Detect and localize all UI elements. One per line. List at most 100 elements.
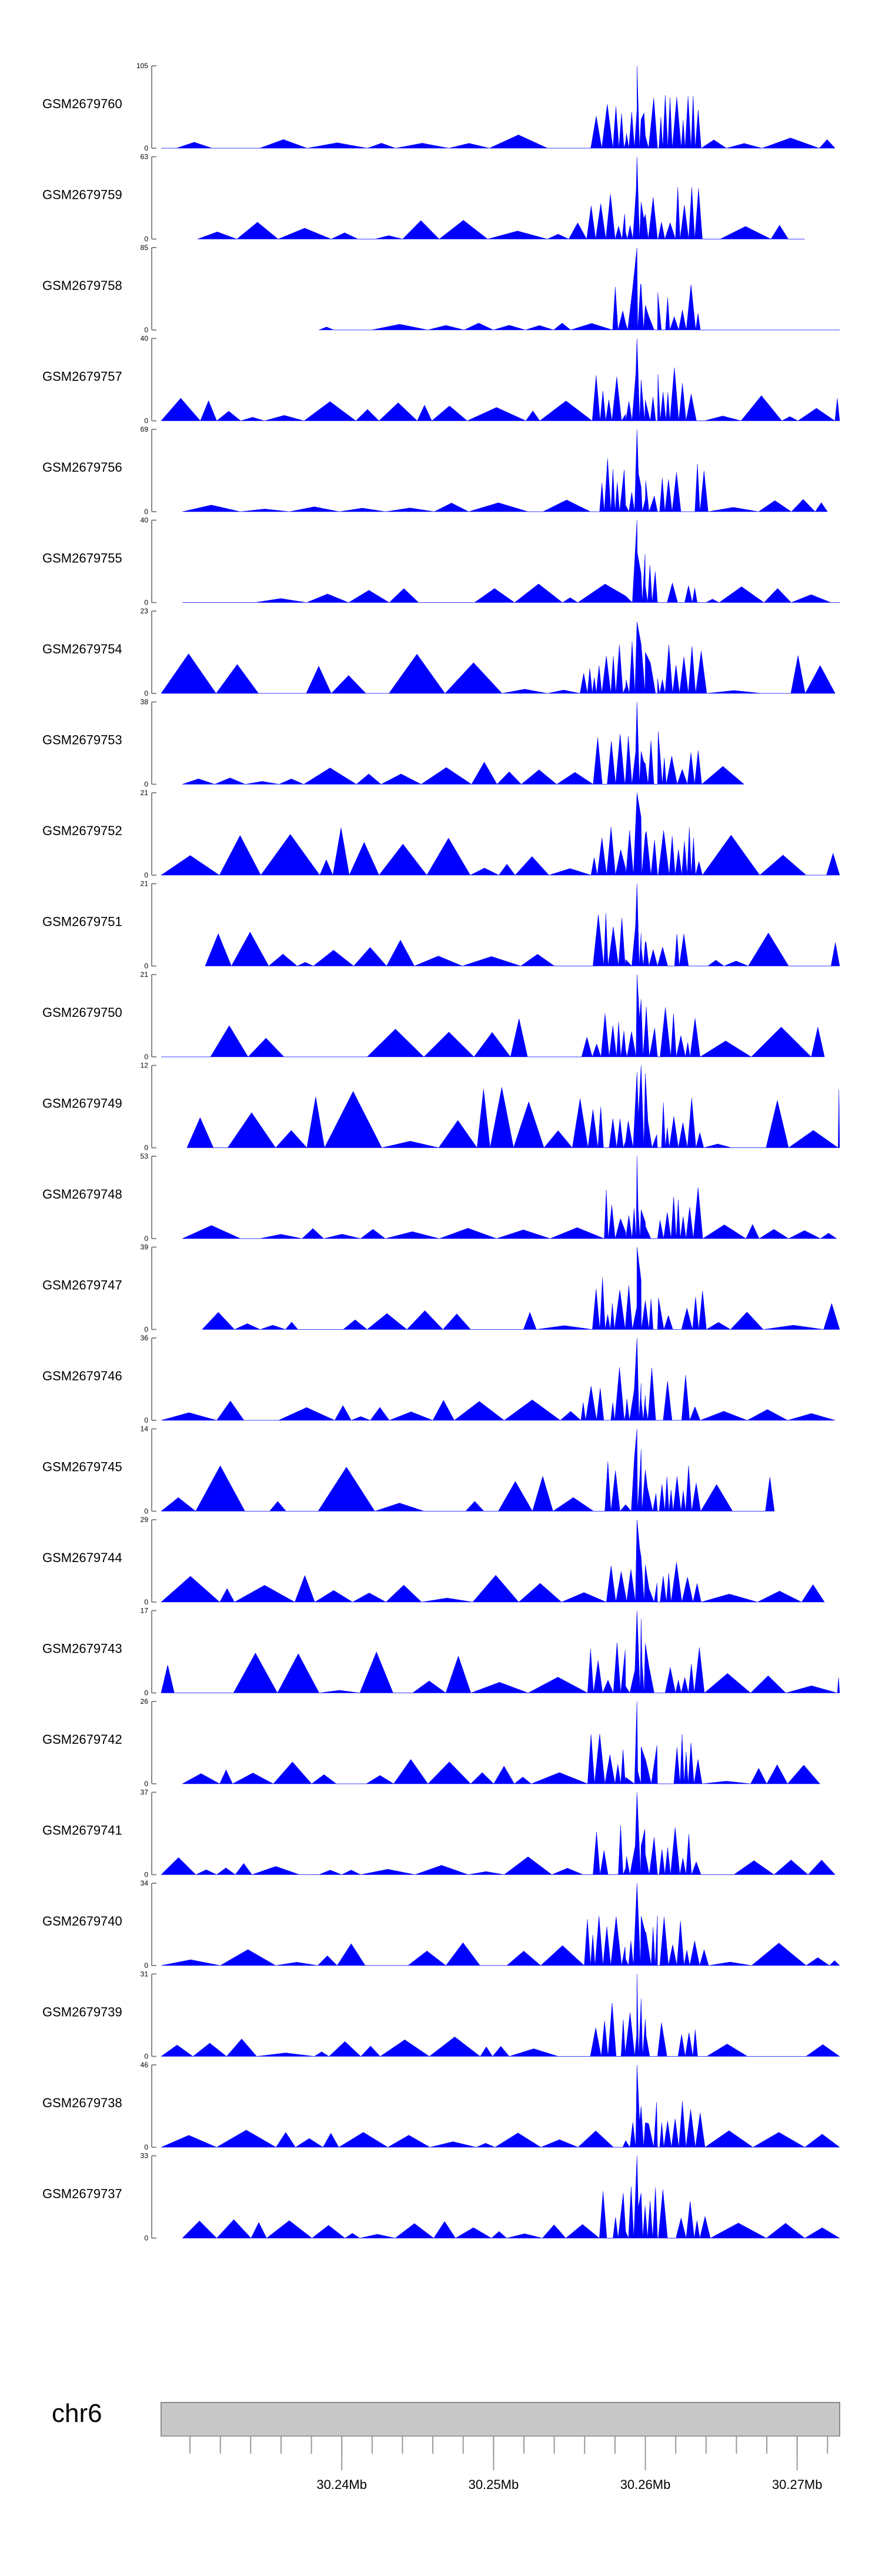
y-axis-max-label: 46: [141, 2061, 149, 2069]
track-label: GSM2679748: [42, 1187, 122, 1202]
track-GSM2679744: GSM2679744 29 0: [42, 1516, 825, 1606]
y-axis-min-label: 0: [144, 689, 148, 698]
track-label: GSM2679741: [42, 1823, 122, 1838]
track-GSM2679743: GSM2679743 17 0: [42, 1607, 840, 1697]
track-label: GSM2679755: [42, 551, 122, 566]
track-label: GSM2679760: [42, 96, 122, 111]
y-axis-min-label: 0: [144, 1416, 148, 1424]
track-GSM2679738: GSM2679738 46 0: [42, 2061, 840, 2151]
coverage-area: [205, 883, 840, 967]
y-axis-min-label: 0: [144, 2234, 148, 2243]
track-label: GSM2679752: [42, 823, 122, 838]
y-axis-max-label: 63: [141, 153, 149, 161]
y-axis-min-label: 0: [144, 962, 148, 970]
coverage-area: [161, 338, 840, 422]
track-label: GSM2679745: [42, 1460, 122, 1474]
y-axis-min-label: 0: [144, 599, 148, 607]
track-label: GSM2679744: [42, 1550, 122, 1565]
track-GSM2679737: GSM2679737 33 0: [42, 2152, 840, 2243]
y-axis-min-label: 0: [144, 144, 148, 152]
coverage-area: [319, 247, 840, 331]
y-axis-max-label: 12: [141, 1062, 149, 1070]
y-axis-min-label: 0: [144, 1144, 148, 1152]
track-label: GSM2679743: [42, 1641, 122, 1656]
coverage-area: [161, 1429, 775, 1512]
track-GSM2679758: GSM2679758 85 0: [42, 243, 840, 334]
coverage-area: [182, 520, 840, 603]
y-axis-min-label: 0: [144, 1234, 148, 1243]
coverage-area: [161, 974, 825, 1057]
track-GSM2679751: GSM2679751 21 0: [42, 880, 840, 970]
track-GSM2679757: GSM2679757 40 0: [42, 335, 840, 425]
y-axis-min-label: 0: [144, 2053, 148, 2061]
track-label: GSM2679753: [42, 733, 122, 748]
y-axis-max-label: 23: [141, 607, 149, 615]
track-label: GSM2679759: [42, 188, 122, 202]
coverage-area: [161, 1610, 840, 1694]
track-GSM2679748: GSM2679748 53 0: [42, 1152, 837, 1243]
track-label: GSM2679756: [42, 460, 122, 475]
y-axis-min-label: 0: [144, 235, 148, 243]
coverage-area: [202, 1247, 840, 1330]
track-GSM2679750: GSM2679750 21 0: [42, 970, 825, 1061]
track-label: GSM2679751: [42, 915, 122, 929]
track-GSM2679739: GSM2679739 31 0: [42, 1970, 840, 2061]
track-GSM2679756: GSM2679756 69 0: [42, 425, 828, 516]
coverage-area: [182, 702, 745, 785]
y-axis-max-label: 53: [141, 1152, 149, 1160]
coverage-area: [197, 156, 805, 240]
track-label: GSM2679739: [42, 2005, 122, 2020]
track-label: GSM2679740: [42, 1914, 122, 1928]
coverage-area: [182, 429, 828, 512]
coverage-area: [161, 1883, 840, 1966]
track-GSM2679752: GSM2679752 21 0: [42, 789, 840, 879]
y-axis-min-label: 0: [144, 2143, 148, 2151]
y-axis-min-label: 0: [144, 1598, 148, 1606]
track-label: GSM2679737: [42, 2187, 122, 2201]
track-label: GSM2679738: [42, 2095, 122, 2110]
y-axis-min-label: 0: [144, 417, 148, 425]
coverage-area: [182, 1701, 820, 1784]
y-axis-max-label: 105: [136, 62, 148, 70]
chromosome-ideogram: [161, 2402, 840, 2437]
y-axis-max-label: 14: [141, 1425, 149, 1433]
track-label: GSM2679749: [42, 1096, 122, 1111]
y-axis-max-label: 39: [141, 1243, 149, 1252]
coverage-area: [186, 1065, 840, 1149]
track-GSM2679754: GSM2679754 23 0: [42, 607, 836, 698]
coverage-area: [161, 1974, 840, 2057]
y-axis-max-label: 40: [141, 335, 149, 343]
axis-tick-label: 30.27Mb: [772, 2477, 823, 2492]
track-label: GSM2679758: [42, 278, 122, 293]
axis-tick-label: 30.24Mb: [316, 2477, 367, 2492]
y-axis-min-label: 0: [144, 326, 148, 334]
y-axis-min-label: 0: [144, 1780, 148, 1788]
y-axis-min-label: 0: [144, 508, 148, 516]
track-GSM2679745: GSM2679745 14 0: [42, 1425, 775, 1516]
y-axis-max-label: 21: [141, 789, 149, 797]
y-axis-max-label: 40: [141, 516, 149, 525]
genome-axis: chr6 30.24Mb 30.25Mb 30.26Mb 30.27Mb: [52, 2399, 840, 2492]
track-GSM2679749: GSM2679749 12 0: [42, 1062, 840, 1152]
coverage-area: [161, 622, 836, 694]
y-axis-max-label: 38: [141, 698, 149, 706]
y-axis-min-label: 0: [144, 1689, 148, 1697]
y-axis-max-label: 34: [141, 1879, 149, 1887]
y-axis-min-label: 0: [144, 871, 148, 879]
y-axis-min-label: 0: [144, 1053, 148, 1061]
track-GSM2679742: GSM2679742 26 0: [42, 1697, 820, 1788]
y-axis-max-label: 31: [141, 1970, 149, 1978]
track-GSM2679747: GSM2679747 39 0: [42, 1243, 840, 1334]
y-axis-max-label: 21: [141, 970, 149, 979]
track-label: GSM2679754: [42, 642, 122, 656]
genome-axis-ticks: 30.24Mb 30.25Mb 30.26Mb 30.27Mb: [189, 2436, 828, 2492]
track-label: GSM2679750: [42, 1005, 122, 1020]
track-GSM2679746: GSM2679746 36 0: [42, 1334, 836, 1424]
track-GSM2679760: GSM2679760 105 0: [42, 62, 836, 152]
coverage-area: [161, 1337, 836, 1421]
coverage-area: [161, 65, 836, 149]
y-axis-min-label: 0: [144, 1326, 148, 1334]
y-axis-max-label: 85: [141, 243, 149, 252]
track-label: GSM2679746: [42, 1369, 122, 1383]
